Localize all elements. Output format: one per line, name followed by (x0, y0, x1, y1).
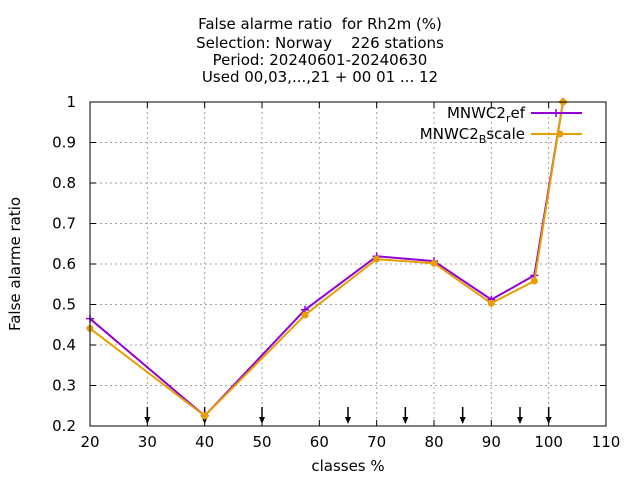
class-boundary-arrow (517, 407, 523, 424)
data-point (430, 259, 438, 267)
data-point (301, 311, 309, 319)
chart-title-line-1: False alarme ratio for Rh2m (%) (198, 15, 442, 33)
x-tick-label: 90 (482, 433, 501, 451)
y-tick-label: 0.8 (52, 174, 76, 192)
y-axis-label: False alarme ratio (6, 197, 24, 331)
class-boundary-arrow (345, 407, 351, 424)
x-tick-label: 30 (138, 433, 157, 451)
legend-marker (552, 109, 560, 117)
chart-title-line-3: Period: 20240601-20240630 (212, 51, 428, 69)
series-line (89, 101, 564, 417)
x-tick-label: 80 (424, 433, 443, 451)
arrow-head (517, 417, 523, 424)
data-point (487, 299, 495, 307)
class-boundary-arrow (402, 407, 409, 424)
data-point (201, 412, 209, 420)
chart-title-line-2: Selection: Norway 226 stations (196, 34, 444, 52)
chart-title-line-4: Used 00,03,...,21 + 00 01 ... 12 (201, 68, 439, 86)
data-point (530, 277, 538, 285)
x-tick-label: 60 (310, 433, 329, 451)
series-layer (86, 98, 567, 420)
legend-marker (556, 130, 564, 138)
plot-frame (89, 101, 607, 427)
y-tick-label: 0.2 (52, 417, 76, 435)
x-tick-label: 70 (367, 433, 386, 451)
x-tick-label: 110 (592, 433, 621, 451)
arrow-head (402, 417, 409, 424)
series-1 (86, 98, 567, 420)
axis-ticks: 20 30 40 50 60 70 80 90 100 110 0.2 0.3 0.4 0.5 0.6 0.7… (52, 93, 620, 451)
legend-entry-1: MNWC2ref (447, 104, 582, 125)
x-tick-label: 100 (534, 433, 563, 451)
legend-label: MNWC2ref (447, 104, 526, 125)
y-tick-label: 0.6 (52, 255, 76, 273)
arrow-head (345, 417, 351, 424)
legend-label: MNWC2Bscale (420, 125, 525, 146)
y-tick-label: 0.4 (52, 336, 76, 354)
x-tick-label: 20 (80, 433, 99, 451)
x-tick-label: 50 (252, 433, 271, 451)
x-axis-label: classes % (311, 457, 384, 475)
grid (90, 102, 606, 426)
series-line (89, 101, 564, 417)
y-tick-label: 1 (66, 93, 76, 111)
data-point (373, 255, 381, 263)
y-tick-label: 0.5 (52, 296, 76, 314)
y-tick-label: 0.3 (52, 377, 76, 395)
legend-entry-2: MNWC2Bscale (420, 125, 582, 146)
y-tick-label: 0.7 (52, 215, 76, 233)
arrow-head (459, 417, 466, 424)
series-2 (86, 98, 567, 420)
y-tick-label: 0.9 (52, 134, 76, 152)
class-boundary-arrow (459, 407, 466, 424)
x-tick-label: 40 (195, 433, 214, 451)
